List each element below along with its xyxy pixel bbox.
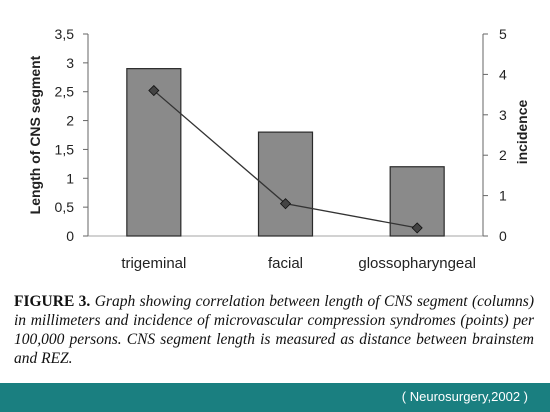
left-tick-label: 2 <box>66 113 74 129</box>
figure-caption-text: Graph showing correlation between length… <box>14 293 534 367</box>
footer-bar: ( Neurosurgery,2002 ) <box>0 383 550 412</box>
right-tick-label: 1 <box>499 188 507 204</box>
left-tick-label: 2,5 <box>55 84 75 100</box>
right-tick-label: 0 <box>499 228 507 244</box>
right-tick-label: 3 <box>499 107 507 123</box>
source-citation: ( Neurosurgery,2002 ) <box>401 389 528 404</box>
left-tick-label: 1 <box>66 170 74 186</box>
left-tick-label: 3 <box>66 55 74 71</box>
bar-trigeminal <box>126 68 182 237</box>
left-tick-label: 0 <box>66 228 74 244</box>
x-category-label: facial <box>268 255 303 272</box>
x-category-label: trigeminal <box>121 255 186 272</box>
incidence-point-trigeminal <box>148 84 160 97</box>
incidence-point-glossopharyngeal <box>411 222 423 234</box>
y-axis-title: Length of CNS segment <box>27 55 43 214</box>
left-tick-label: 0,5 <box>55 199 75 215</box>
right-tick-label: 2 <box>499 147 507 163</box>
figure-caption: FIGURE 3. Graph showing correlation betw… <box>14 292 534 368</box>
figure-label: FIGURE 3. <box>14 293 91 310</box>
right-tick-label: 4 <box>499 66 507 82</box>
y2-axis-title: incidence <box>514 100 530 165</box>
x-category-label: glossopharyngeal <box>358 255 476 272</box>
incidence-point-facial <box>279 198 292 210</box>
left-tick-label: 3,5 <box>55 26 75 42</box>
left-tick-label: 1,5 <box>55 141 75 157</box>
right-tick-label: 5 <box>499 26 507 42</box>
bar-facial <box>257 131 314 237</box>
chart: 0 0,5 1 1,5 2 2,5 3 3,5 0 1 2 3 4 5 Length of CNS segm… <box>27 26 530 272</box>
